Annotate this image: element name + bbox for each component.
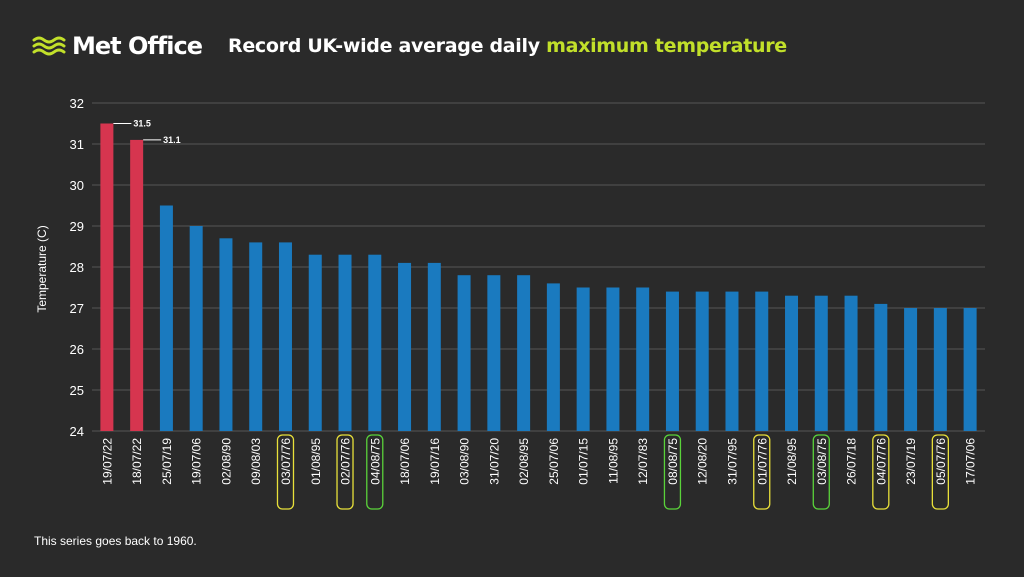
x-tick-label: 01/07/15: [577, 438, 591, 485]
date-highlight-box: [753, 434, 771, 510]
bar: [517, 275, 531, 431]
y-tick-label: 26: [70, 342, 84, 357]
bar: [189, 226, 203, 431]
x-tick-label: 02/08/90: [219, 438, 233, 485]
x-tick-label: 01/07/76: [755, 438, 769, 485]
x-tick-label: 01/08/95: [309, 438, 323, 485]
x-tick-label: 25/07/06: [547, 438, 561, 485]
bar: [546, 283, 560, 431]
x-tick-label: 31/07/95: [725, 438, 739, 485]
grid-lines: [92, 102, 985, 432]
title-highlight: maximum temperature: [546, 35, 787, 57]
date-highlight-box: [336, 434, 354, 510]
x-tick-label: 03/08/75: [815, 438, 829, 485]
bar: [665, 291, 679, 431]
y-tick-labels: 24 25 26 27 28 29 30 31 32: [70, 96, 84, 439]
x-tick-label: 03/08/90: [458, 438, 472, 485]
x-tick-label: 12/07/83: [636, 438, 650, 485]
y-tick-label: 32: [70, 96, 84, 111]
x-tick-label: 26/07/18: [845, 438, 859, 485]
bar: [219, 238, 233, 431]
bar: [457, 275, 471, 431]
bar: [159, 205, 173, 431]
x-tick-label: 02/08/95: [517, 438, 531, 485]
bar: [338, 254, 352, 431]
date-highlight-box: [366, 434, 384, 510]
x-tick-label: 18/07/22: [130, 438, 144, 485]
x-tick-label: 04/07/76: [874, 438, 888, 485]
header: Met Office Record UK-wide average daily …: [32, 28, 787, 64]
bar: [874, 303, 888, 431]
bar: [427, 262, 441, 431]
x-tick-label: 19/07/06: [190, 438, 204, 485]
bar: [695, 291, 709, 431]
y-tick-label: 24: [70, 424, 84, 439]
bar: [249, 242, 263, 431]
met-office-wave-icon: [32, 36, 66, 56]
title-plain: Record UK-wide average daily: [228, 35, 547, 57]
x-tick-label: 09/08/03: [249, 438, 263, 485]
x-tick-label: 11/08/95: [606, 438, 620, 484]
bar: [278, 242, 292, 431]
x-tick-label: 03/07/76: [279, 438, 293, 485]
bar: [933, 308, 947, 431]
data-label: 31.5: [133, 119, 151, 129]
bar: [725, 291, 739, 431]
y-tick-label: 25: [70, 383, 84, 398]
x-tick-label: 17/07/06: [964, 438, 978, 485]
bar: [368, 254, 382, 431]
bar: [785, 295, 799, 431]
bars: [100, 123, 977, 431]
bar: [755, 291, 769, 431]
date-highlight-box: [812, 434, 830, 510]
y-tick-label: 27: [70, 301, 84, 316]
x-tick-label: 19/07/22: [100, 438, 114, 485]
footnote: This series goes back to 1960.: [34, 534, 197, 548]
bar: [606, 287, 620, 431]
bar: [576, 287, 590, 431]
bar: [398, 262, 412, 431]
date-highlight-box: [872, 434, 890, 510]
bar: [904, 308, 918, 431]
bar: [100, 123, 114, 431]
bar: [636, 287, 650, 431]
x-tick-label: 31/07/20: [487, 438, 501, 485]
bar: [308, 254, 322, 431]
y-tick-label: 31: [70, 137, 84, 152]
x-tick-label: 19/07/16: [428, 438, 442, 485]
bar: [487, 275, 501, 431]
date-highlight-box: [931, 434, 949, 510]
data-labels: 31.5 31.1: [113, 119, 181, 145]
x-tick-label: 04/08/75: [368, 438, 382, 485]
x-tick-label: 05/07/76: [934, 438, 948, 485]
x-tick-label: 18/07/06: [398, 438, 412, 485]
bar: [963, 308, 977, 431]
bar: [130, 139, 144, 431]
x-tick-label: 25/07/19: [160, 438, 174, 485]
bar: [814, 295, 828, 431]
y-tick-label: 30: [70, 178, 84, 193]
data-label: 31.1: [163, 135, 181, 145]
y-axis-label: Temperature (C): [35, 225, 49, 312]
x-tick-label: 23/07/19: [904, 438, 918, 485]
x-tick-label: 02/07/76: [339, 438, 353, 485]
met-office-logo: Met Office: [32, 32, 203, 60]
date-highlight-box: [276, 434, 295, 510]
x-tick-label: 08/08/75: [666, 438, 680, 485]
x-tick-label: 12/08/20: [696, 438, 710, 485]
x-tick-labels: 19/07/22 18/07/22 25/07/19 19/07/06 02/08/90…: [100, 434, 978, 510]
chart-title: Record UK-wide average daily maximum tem…: [228, 35, 787, 57]
date-highlight-box: [663, 434, 682, 510]
y-tick-label: 29: [70, 219, 84, 234]
y-tick-label: 28: [70, 260, 84, 275]
bar: [844, 295, 858, 431]
logo-text: Met Office: [72, 32, 203, 60]
x-tick-label: 21/08/95: [785, 438, 799, 485]
